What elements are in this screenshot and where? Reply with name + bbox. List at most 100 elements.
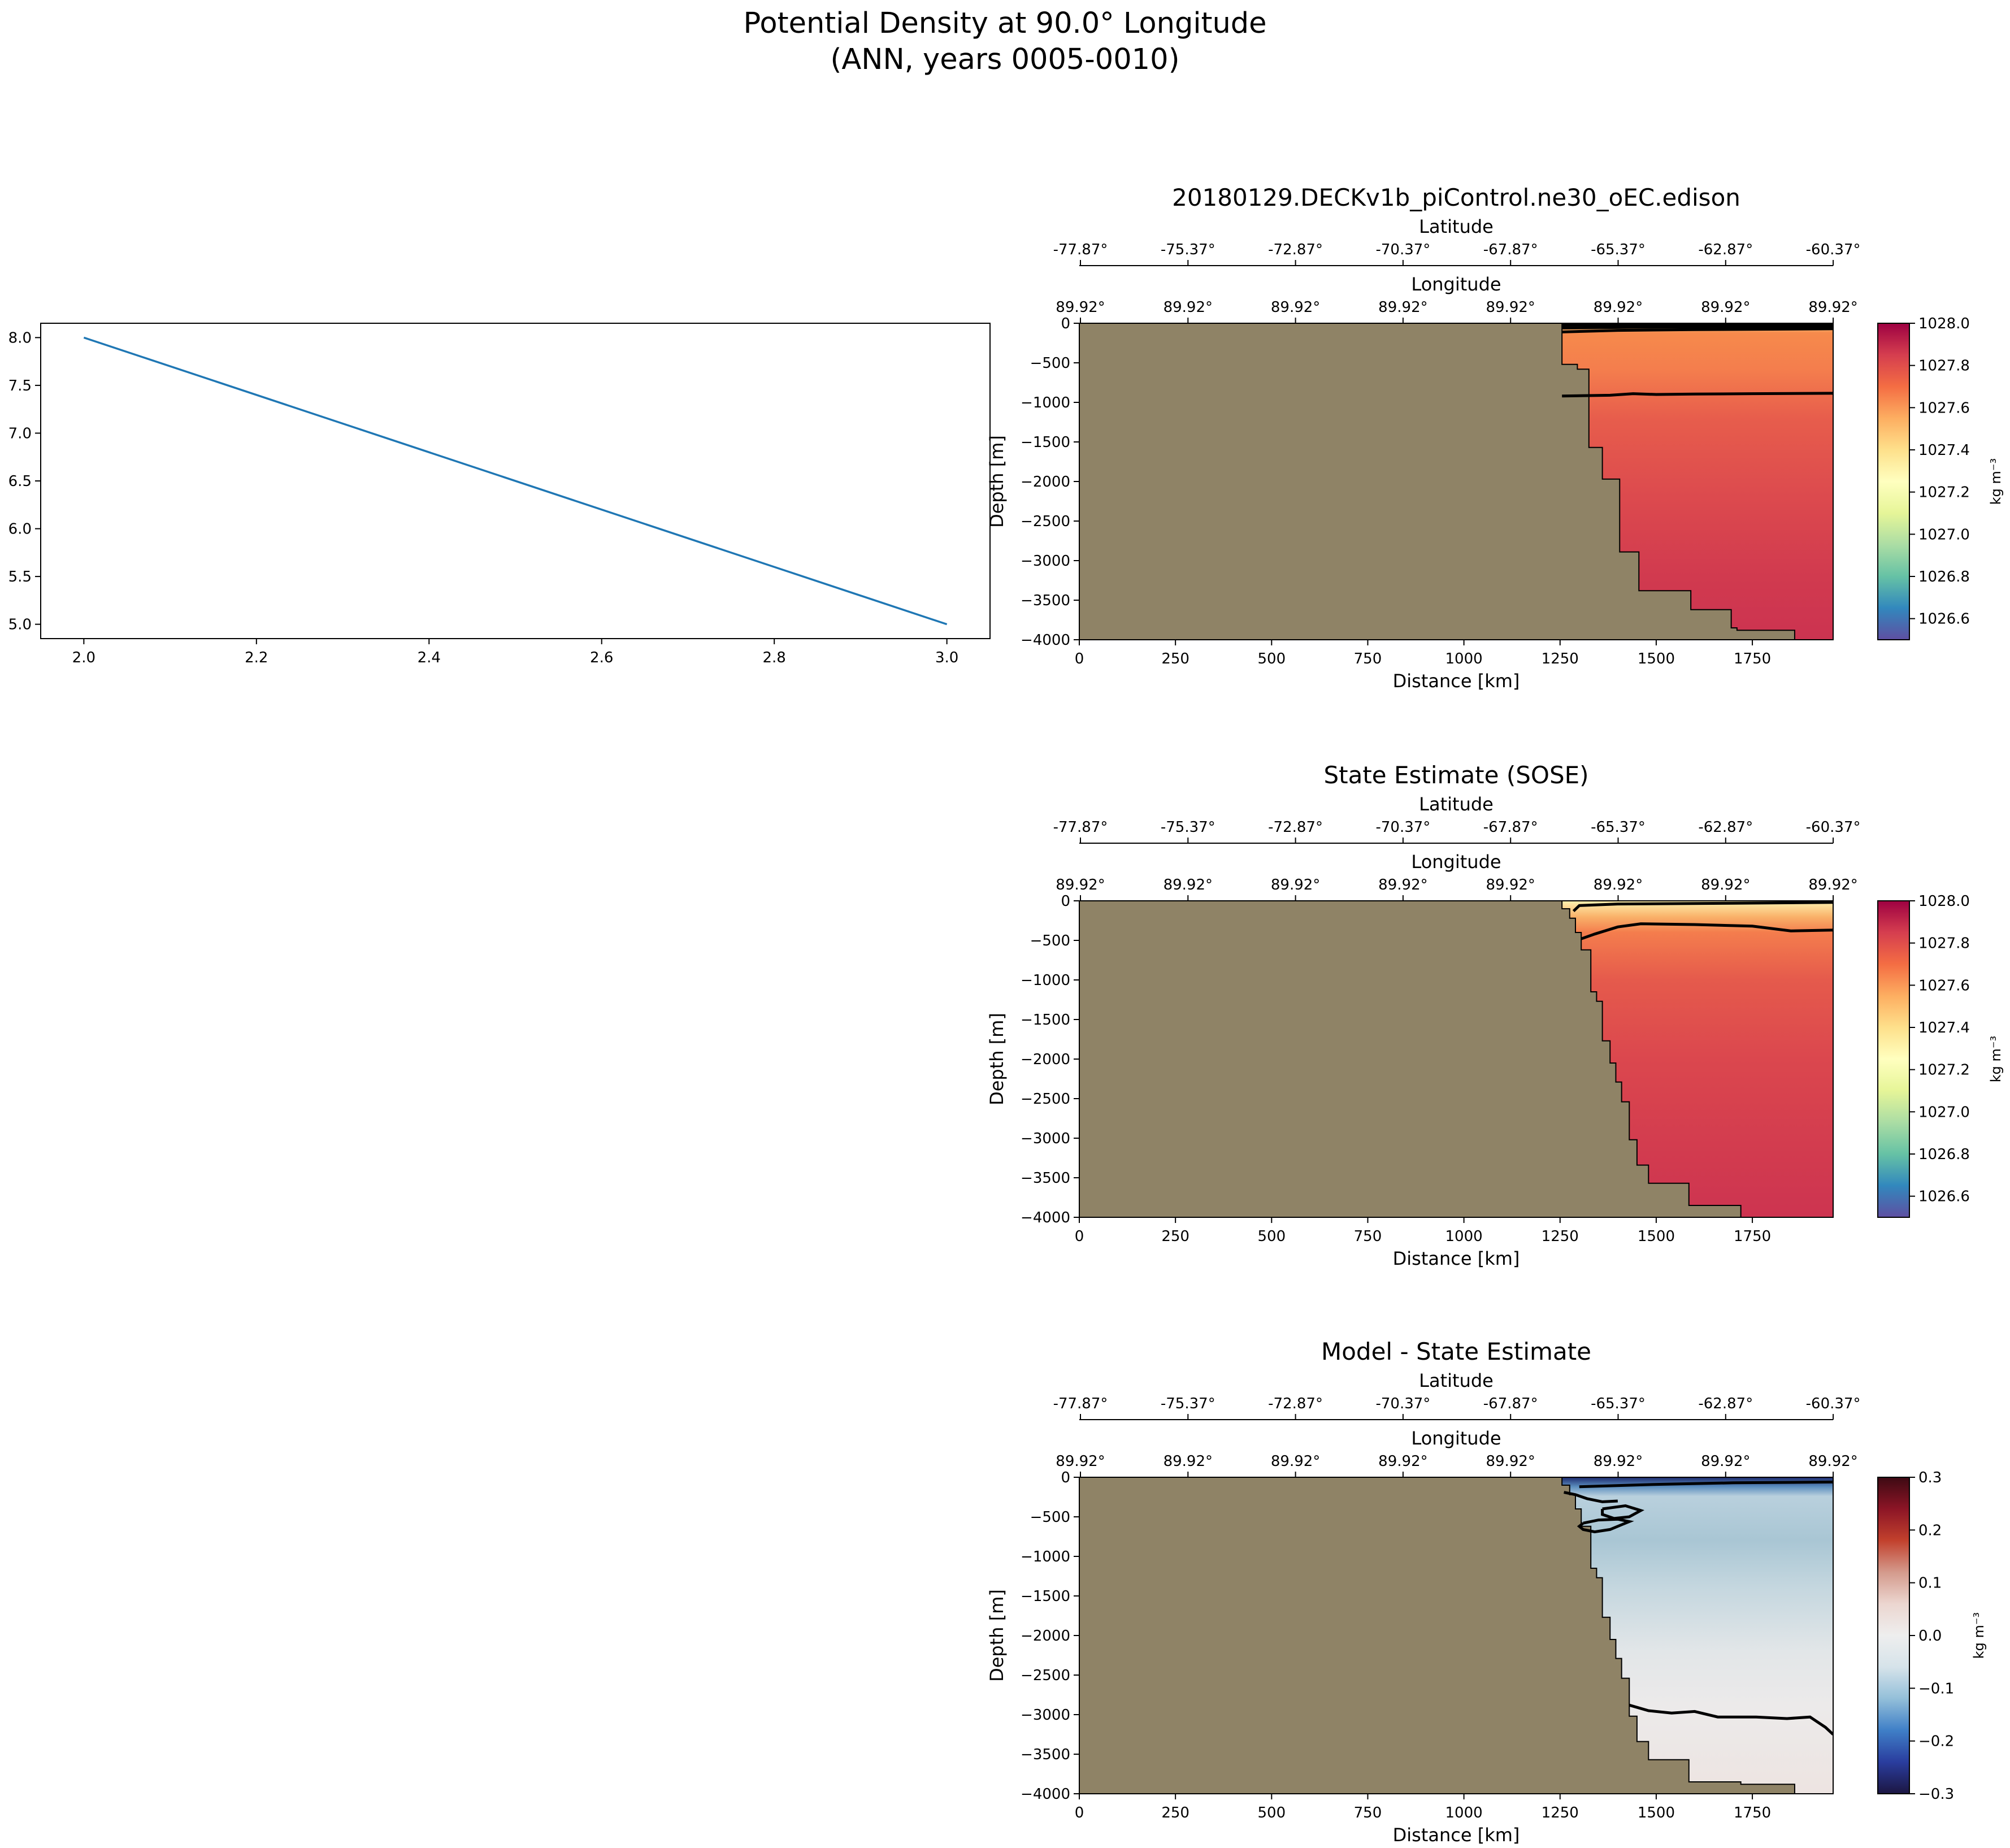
latitude-tick-label: -65.37° [1591,1395,1646,1412]
contour-line [1562,323,1833,327]
x-tick-label: 3.0 [935,649,958,666]
colorbar-tick-label: 0.1 [1918,1575,1942,1592]
colorbar-tick-label: 0.2 [1918,1522,1942,1539]
land-mask [1079,1477,1795,1794]
longitude-tick-label: 89.92° [1594,877,1643,893]
colorbar-tick-label: 1027.6 [1918,977,1970,994]
y-tick-label: −1500 [1021,434,1070,451]
x-tick-label: 1750 [1734,1804,1771,1821]
y-tick-label: −1000 [1021,1548,1070,1565]
latitude-tick-label: -67.87° [1483,241,1538,258]
y-tick-label: −500 [1030,932,1070,949]
y-tick-label: −2500 [1021,1667,1070,1684]
x-axis-label: Distance [km] [1393,670,1520,692]
x-tick-label: 2.6 [590,649,613,666]
latitude-tick-label: -60.37° [1806,819,1861,836]
y-tick-label: 0 [1061,893,1070,910]
latitude-tick-label: -70.37° [1375,1395,1430,1412]
latitude-tick-label: -77.87° [1053,1395,1108,1412]
longitude-tick-label: 89.92° [1808,299,1857,316]
x-tick-label: 500 [1257,650,1286,667]
colorbar-tick-label: 1028.0 [1918,893,1970,910]
x-tick-label: 2.4 [418,649,441,666]
x-tick-label: 1500 [1638,1804,1675,1821]
longitude-tick-label: 89.92° [1056,877,1105,893]
colorbar-tick-label: 1026.6 [1918,1188,1970,1205]
y-tick-label: −1500 [1021,1588,1070,1605]
longitude-tick-label: 89.92° [1701,299,1750,316]
x-tick-label: 750 [1354,1804,1382,1821]
y-tick-label: −500 [1030,1509,1070,1526]
colorbar-tick-label: 1027.2 [1918,484,1970,501]
longitude-axis-label: Longitude [1411,274,1501,295]
colorbar-tick-label: 1027.2 [1918,1062,1970,1079]
latitude-tick-label: -62.87° [1698,819,1753,836]
longitude-tick-label: 89.92° [1701,1453,1750,1470]
x-tick-label: 500 [1257,1228,1286,1245]
x-tick-label: 1000 [1445,1228,1483,1245]
y-tick-label: −3000 [1021,1707,1070,1724]
x-tick-label: 250 [1161,1228,1189,1245]
longitude-tick-label: 89.92° [1378,299,1427,316]
latitude-tick-label: -72.87° [1268,1395,1323,1412]
x-tick-label: 1250 [1542,1228,1579,1245]
y-tick-label: −3000 [1021,553,1070,570]
latitude-tick-label: -60.37° [1806,1395,1861,1412]
latitude-tick-label: -75.37° [1161,241,1215,258]
colorbar [1877,323,1910,640]
x-tick-label: 1500 [1638,650,1675,667]
y-tick-label: −4000 [1021,632,1070,649]
latitude-axis-label: Latitude [1419,216,1494,237]
y-tick-label: 0 [1061,1469,1070,1486]
longitude-tick-label: 89.92° [1164,877,1213,893]
land-mask [1079,323,1795,640]
latitude-tick-label: -72.87° [1268,241,1323,258]
difference-density-section: 0 250 500 750 1000 1250 1500 1750 Distance [km] 0… [986,1338,1987,1846]
latitude-tick-label: -65.37° [1591,819,1646,836]
y-tick-label: 7.0 [8,425,32,442]
y-tick-label: 6.0 [8,521,32,538]
y-tick-label: −2000 [1021,1051,1070,1068]
colorbar-label: kg m⁻³ [1988,1036,2004,1082]
colorbar-tick-label: 1027.8 [1918,935,1970,952]
longitude-tick-label: 89.92° [1164,1453,1213,1470]
colorbar-tick-label: 1027.8 [1918,358,1970,375]
sose-density-section: 0 250 500 750 1000 1250 1500 1750 Distance [km] 0… [986,761,2004,1269]
x-tick-label: 0 [1075,1804,1084,1821]
y-tick-label: −3000 [1021,1130,1070,1147]
longitude-tick-label: 89.92° [1701,877,1750,893]
y-tick-label: 5.5 [8,569,32,585]
longitude-tick-label: 89.92° [1271,877,1320,893]
y-tick-label: −2000 [1021,1628,1070,1645]
colorbar-tick-label: 0.0 [1918,1628,1942,1645]
colorbar-tick-label: 1028.0 [1918,315,1970,332]
x-tick-label: 1000 [1445,650,1483,667]
y-tick-label: 8.0 [8,329,32,346]
x-tick-label: 500 [1257,1804,1286,1821]
y-tick-label: −4000 [1021,1209,1070,1226]
latitude-tick-label: -65.37° [1591,241,1646,258]
longitude-tick-label: 89.92° [1056,1453,1105,1470]
latitude-tick-label: -77.87° [1053,819,1108,836]
colorbar-tick-label: −0.3 [1918,1786,1954,1803]
colorbar-tick-label: 1026.6 [1918,611,1970,628]
x-tick-label: 750 [1354,650,1382,667]
figure-title-line1: Potential Density at 90.0° Longitude [743,7,1267,40]
longitude-tick-label: 89.92° [1056,299,1105,316]
colorbar-label: kg m⁻³ [1971,1612,1987,1659]
y-tick-label: 6.5 [8,473,32,490]
contour-line [1572,901,1833,913]
latitude-tick-label: -62.87° [1698,241,1753,258]
x-tick-label: 1750 [1734,1228,1771,1245]
x-tick-label: 0 [1075,1228,1084,1245]
longitude-axis-label: Longitude [1411,851,1501,873]
y-tick-label: −3500 [1021,1746,1070,1763]
contour-line [1562,327,1833,333]
longitude-tick-label: 89.92° [1486,299,1535,316]
y-tick-label: −1000 [1021,972,1070,989]
colorbar-tick-label: 1027.0 [1918,1104,1970,1121]
line-chart: 2.0 2.2 2.4 2.6 2.8 3.0 5.0 5.5 6.0 6.5 7.0 7.5 8.0 [8,323,991,666]
latitude-tick-label: -70.37° [1375,241,1430,258]
latitude-tick-label: -72.87° [1268,819,1323,836]
